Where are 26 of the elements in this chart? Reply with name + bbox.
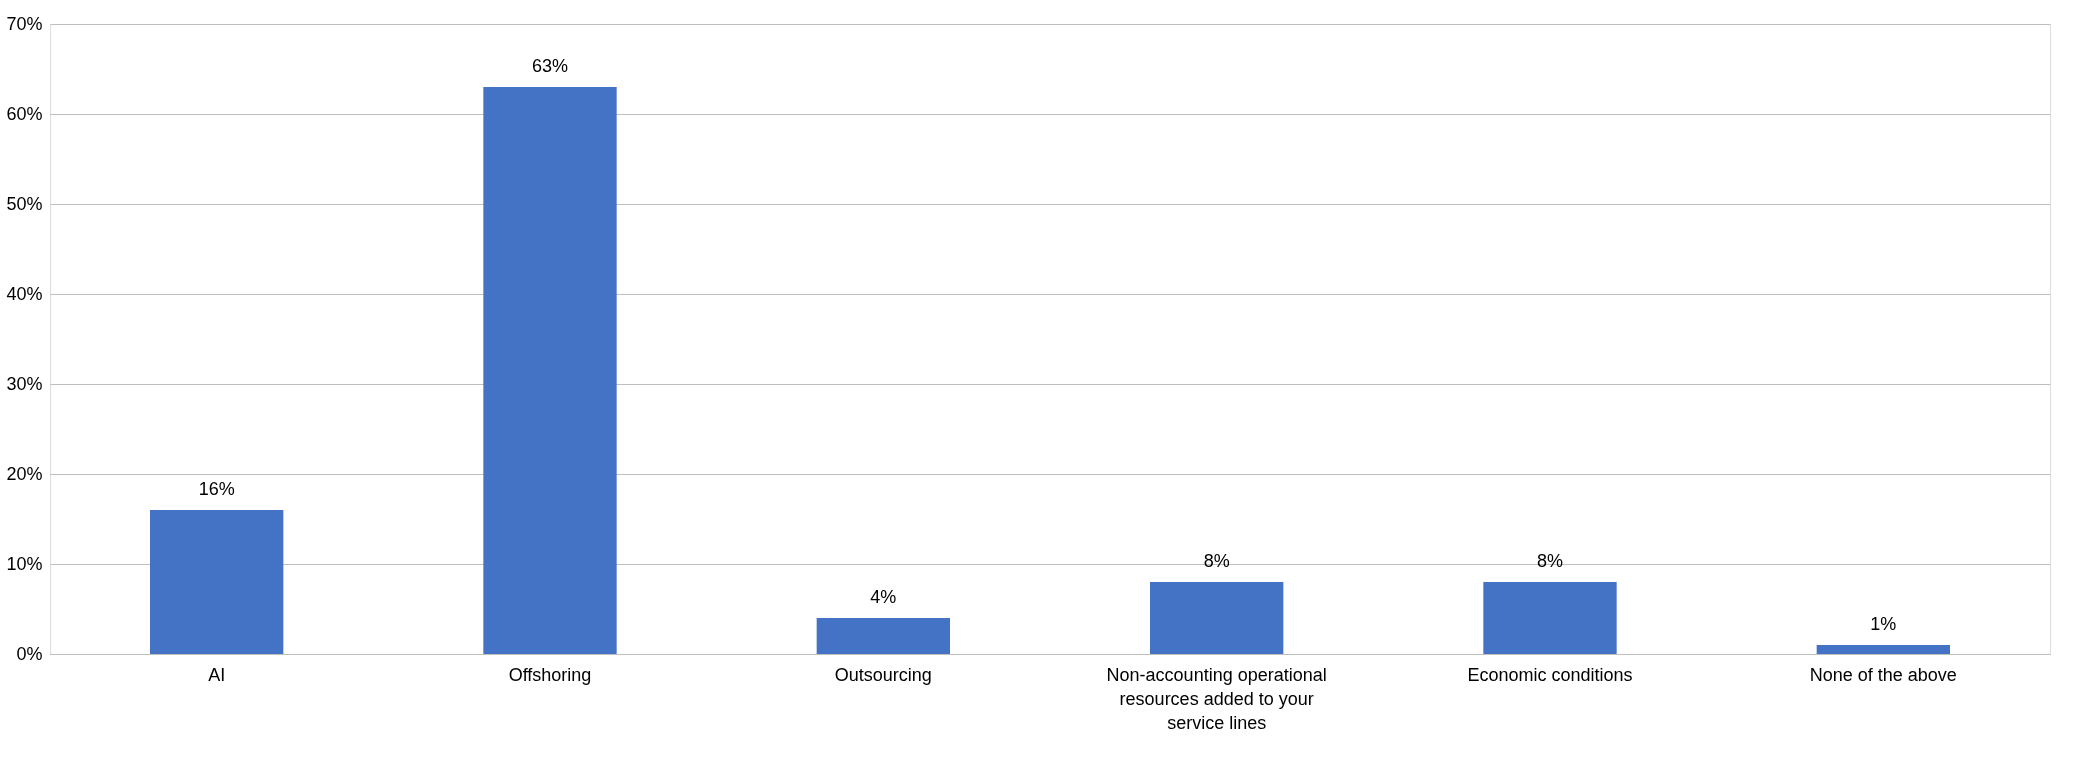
y-tick-label: 10% [6, 553, 43, 574]
x-tick-label: Economic conditions [1467, 664, 1633, 685]
x-tick-label: AI [208, 664, 226, 685]
bar [816, 618, 950, 654]
x-tick-label: None of the above [1809, 664, 1957, 685]
y-tick-label: 70% [6, 13, 43, 34]
x-tick-label: Non-accounting operational resources added to your service lines [1106, 664, 1327, 733]
y-tick-label: 0% [16, 643, 43, 664]
x-tick-label: Outsourcing [834, 664, 932, 685]
y-tick-label: 40% [6, 283, 43, 304]
bar [150, 510, 284, 654]
data-label: 1% [1870, 614, 1897, 634]
bar [1150, 582, 1284, 654]
data-label: 8% [1203, 551, 1230, 571]
y-tick-label: 20% [6, 463, 43, 484]
bar [1816, 645, 1950, 654]
y-tick-label: 60% [6, 103, 43, 124]
data-label: 16% [198, 479, 235, 499]
x-tick-label: Offshoring [508, 664, 592, 685]
bar [1483, 582, 1617, 654]
y-tick-label: 50% [6, 193, 43, 214]
bar [483, 87, 617, 654]
data-label: 8% [1536, 551, 1564, 571]
data-label: 63% [531, 56, 569, 76]
data-label: 4% [870, 587, 897, 607]
y-tick-label: 30% [6, 373, 43, 394]
